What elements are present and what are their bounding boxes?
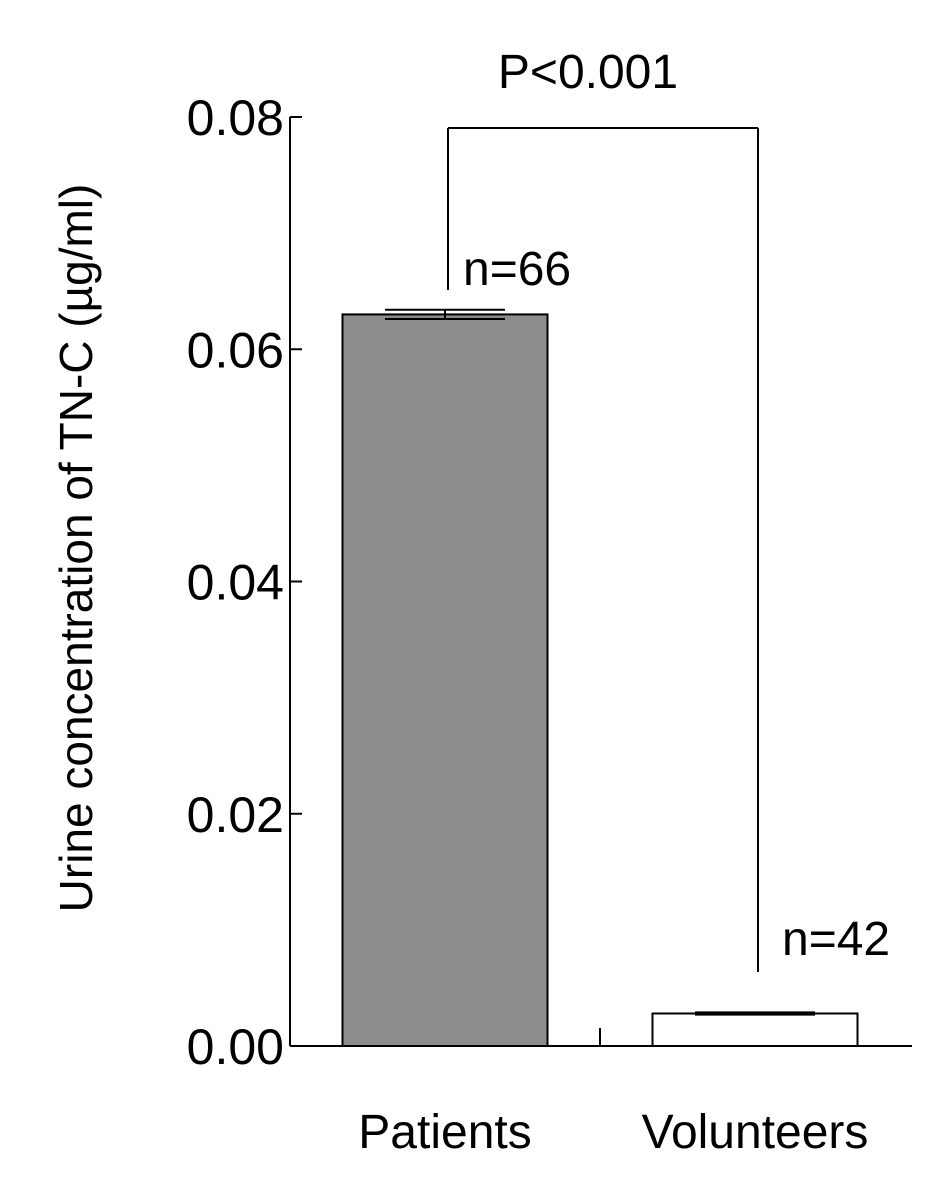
- x-tick-label: Patients: [358, 1106, 531, 1159]
- sample-size-label: n=42: [782, 913, 890, 966]
- bar-volunteers: [651, 1012, 859, 1047]
- y-tick-label: 0.08: [187, 90, 284, 146]
- x-tick-label: Volunteers: [642, 1106, 869, 1159]
- y-tick-label: 0.02: [187, 787, 284, 843]
- y-tick-label: 0.00: [187, 1019, 284, 1075]
- bar-patients: [341, 313, 549, 1048]
- y-tick-label: 0.06: [187, 322, 284, 378]
- labels: 0.00 0.02 0.04 0.06 0.08 Urine concentration …: [50, 46, 890, 1159]
- y-tick-label: 0.04: [187, 555, 284, 611]
- y-axis-title: Urine concentration of TN-C (µg/ml): [50, 184, 102, 913]
- bars: [341, 127, 859, 1048]
- sample-size-label: n=66: [463, 243, 571, 296]
- significance-label: P<0.001: [498, 46, 678, 99]
